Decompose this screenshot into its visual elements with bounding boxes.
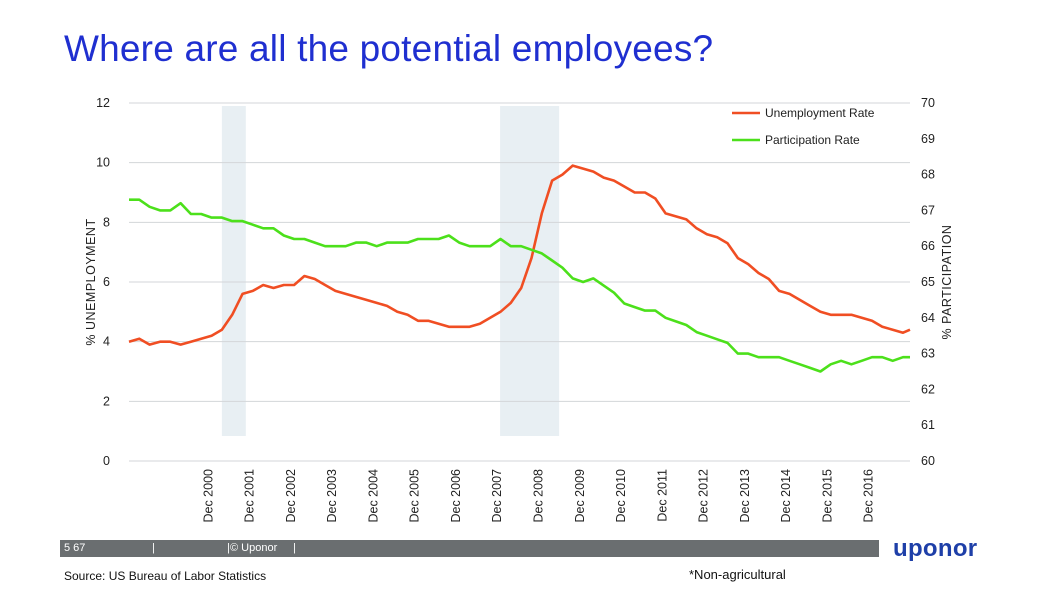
uponor-logo: uponor <box>893 535 978 562</box>
x-tick-label: Dec 2007 <box>490 469 504 523</box>
right-axis-ticks: 60 61 62 63 64 65 66 67 68 69 70 <box>921 96 935 468</box>
right-tick-label: 60 <box>921 454 935 468</box>
right-tick-label: 68 <box>921 168 935 182</box>
page-number: 5 67 <box>64 542 86 554</box>
right-axis-title: % PARTICIPATION <box>940 225 954 340</box>
slide-title: Where are all the potential employees? <box>64 28 714 69</box>
x-tick-label: Dec 2015 <box>820 469 834 523</box>
x-tick-label: Dec 2006 <box>449 469 463 523</box>
footer-bar: 5 67 | | © Uponor | <box>60 540 879 557</box>
participation-rate-line <box>129 198 910 373</box>
left-tick-label: 12 <box>96 96 110 110</box>
footer-separator: | <box>152 542 155 554</box>
footer-separator: | <box>227 542 230 554</box>
right-tick-label: 63 <box>921 347 935 361</box>
right-tick-label: 64 <box>921 311 935 325</box>
recession-band <box>221 106 246 436</box>
legend-label-unemployment: Unemployment Rate <box>765 106 875 120</box>
x-tick-label: Dec 2010 <box>614 469 628 523</box>
series-lines <box>128 164 911 373</box>
x-tick-label: Dec 2001 <box>243 469 257 523</box>
left-axis-title: % UNEMPLOYMENT <box>84 218 98 345</box>
right-tick-label: 69 <box>921 132 935 146</box>
right-tick-label: 67 <box>921 203 935 217</box>
x-tick-label: Dec 2011 <box>655 469 669 522</box>
left-tick-label: 6 <box>103 275 110 289</box>
chart-legend: Unemployment Rate Participation Rate <box>732 106 875 147</box>
gridlines <box>129 102 910 462</box>
footer-copyright: © Uponor <box>230 542 278 554</box>
x-tick-label: Dec 2002 <box>284 469 298 523</box>
x-tick-label: Dec 2008 <box>531 469 545 523</box>
unemployment-rate-line <box>128 164 911 346</box>
x-tick-label: Dec 2016 <box>862 469 876 523</box>
left-tick-label: 4 <box>103 335 110 349</box>
left-tick-label: 8 <box>103 215 110 229</box>
footnote: *Non-agricultural <box>689 567 786 582</box>
x-tick-label: Dec 2004 <box>366 469 380 523</box>
left-tick-label: 2 <box>103 394 110 408</box>
footer-separator: | <box>293 542 296 554</box>
x-tick-label: Dec 2012 <box>697 469 711 523</box>
right-tick-label: 65 <box>921 275 935 289</box>
left-tick-label: 0 <box>103 454 110 468</box>
right-tick-label: 70 <box>921 96 935 110</box>
recession-band <box>500 106 560 436</box>
x-tick-label: Dec 2005 <box>408 469 422 523</box>
right-tick-label: 61 <box>921 418 935 432</box>
x-axis-ticks: Dec 2000 Dec 2001 Dec 2002 Dec 2003 Dec 2004… <box>201 469 875 523</box>
x-tick-label: Dec 2000 <box>201 469 215 523</box>
right-tick-label: 62 <box>921 382 935 396</box>
x-tick-label: Dec 2014 <box>779 469 793 523</box>
right-tick-label: 66 <box>921 239 935 253</box>
recession-bands <box>221 106 560 436</box>
x-tick-label: Dec 2009 <box>573 469 587 523</box>
x-tick-label: Dec 2003 <box>325 469 339 523</box>
source-note: Source: US Bureau of Labor Statistics <box>64 569 267 583</box>
left-axis-ticks: 0 2 4 6 8 10 12 <box>96 96 110 468</box>
legend-label-participation: Participation Rate <box>765 133 860 147</box>
x-tick-label: Dec 2013 <box>738 469 752 523</box>
left-tick-label: 10 <box>96 156 110 170</box>
